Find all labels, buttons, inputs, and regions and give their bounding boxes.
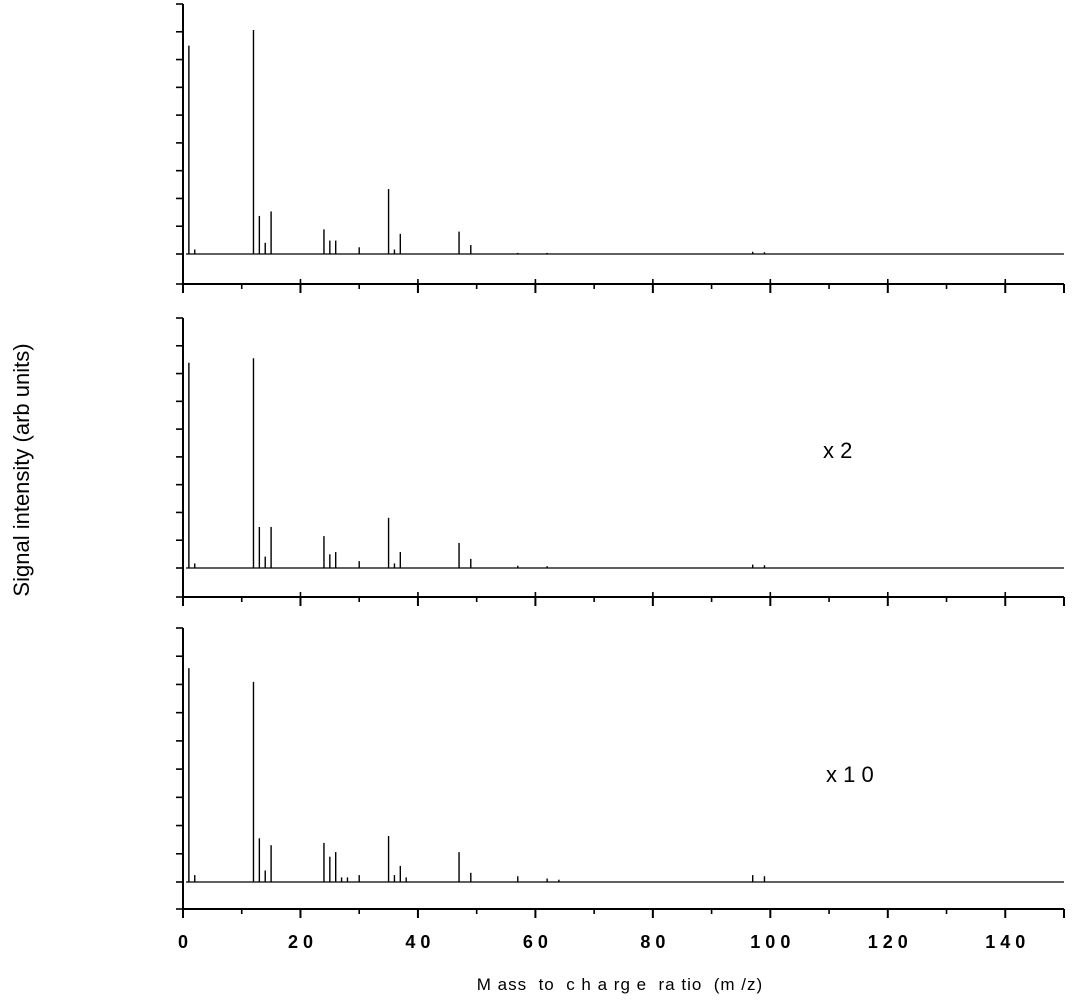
x-tick-label: 1 2 0	[868, 932, 908, 952]
x-tick-label: 0	[178, 932, 188, 952]
x-tick-label: 8 0	[640, 932, 665, 952]
x-axis-label: M ass to c h a rg e ra tio (m /z)	[476, 975, 764, 994]
panel-2-annotation: x 2	[823, 438, 853, 463]
x-tick-label: 4 0	[405, 932, 430, 952]
x-tick-label: 6 0	[523, 932, 548, 952]
panel-3-annotation: x 1 0	[826, 762, 874, 787]
x-tick-label: 1 4 0	[985, 932, 1025, 952]
x-tick-label: 1 0 0	[750, 932, 790, 952]
y-axis-label: Signal intensity (arb units)	[9, 343, 34, 597]
x-tick-label: 2 0	[288, 932, 313, 952]
